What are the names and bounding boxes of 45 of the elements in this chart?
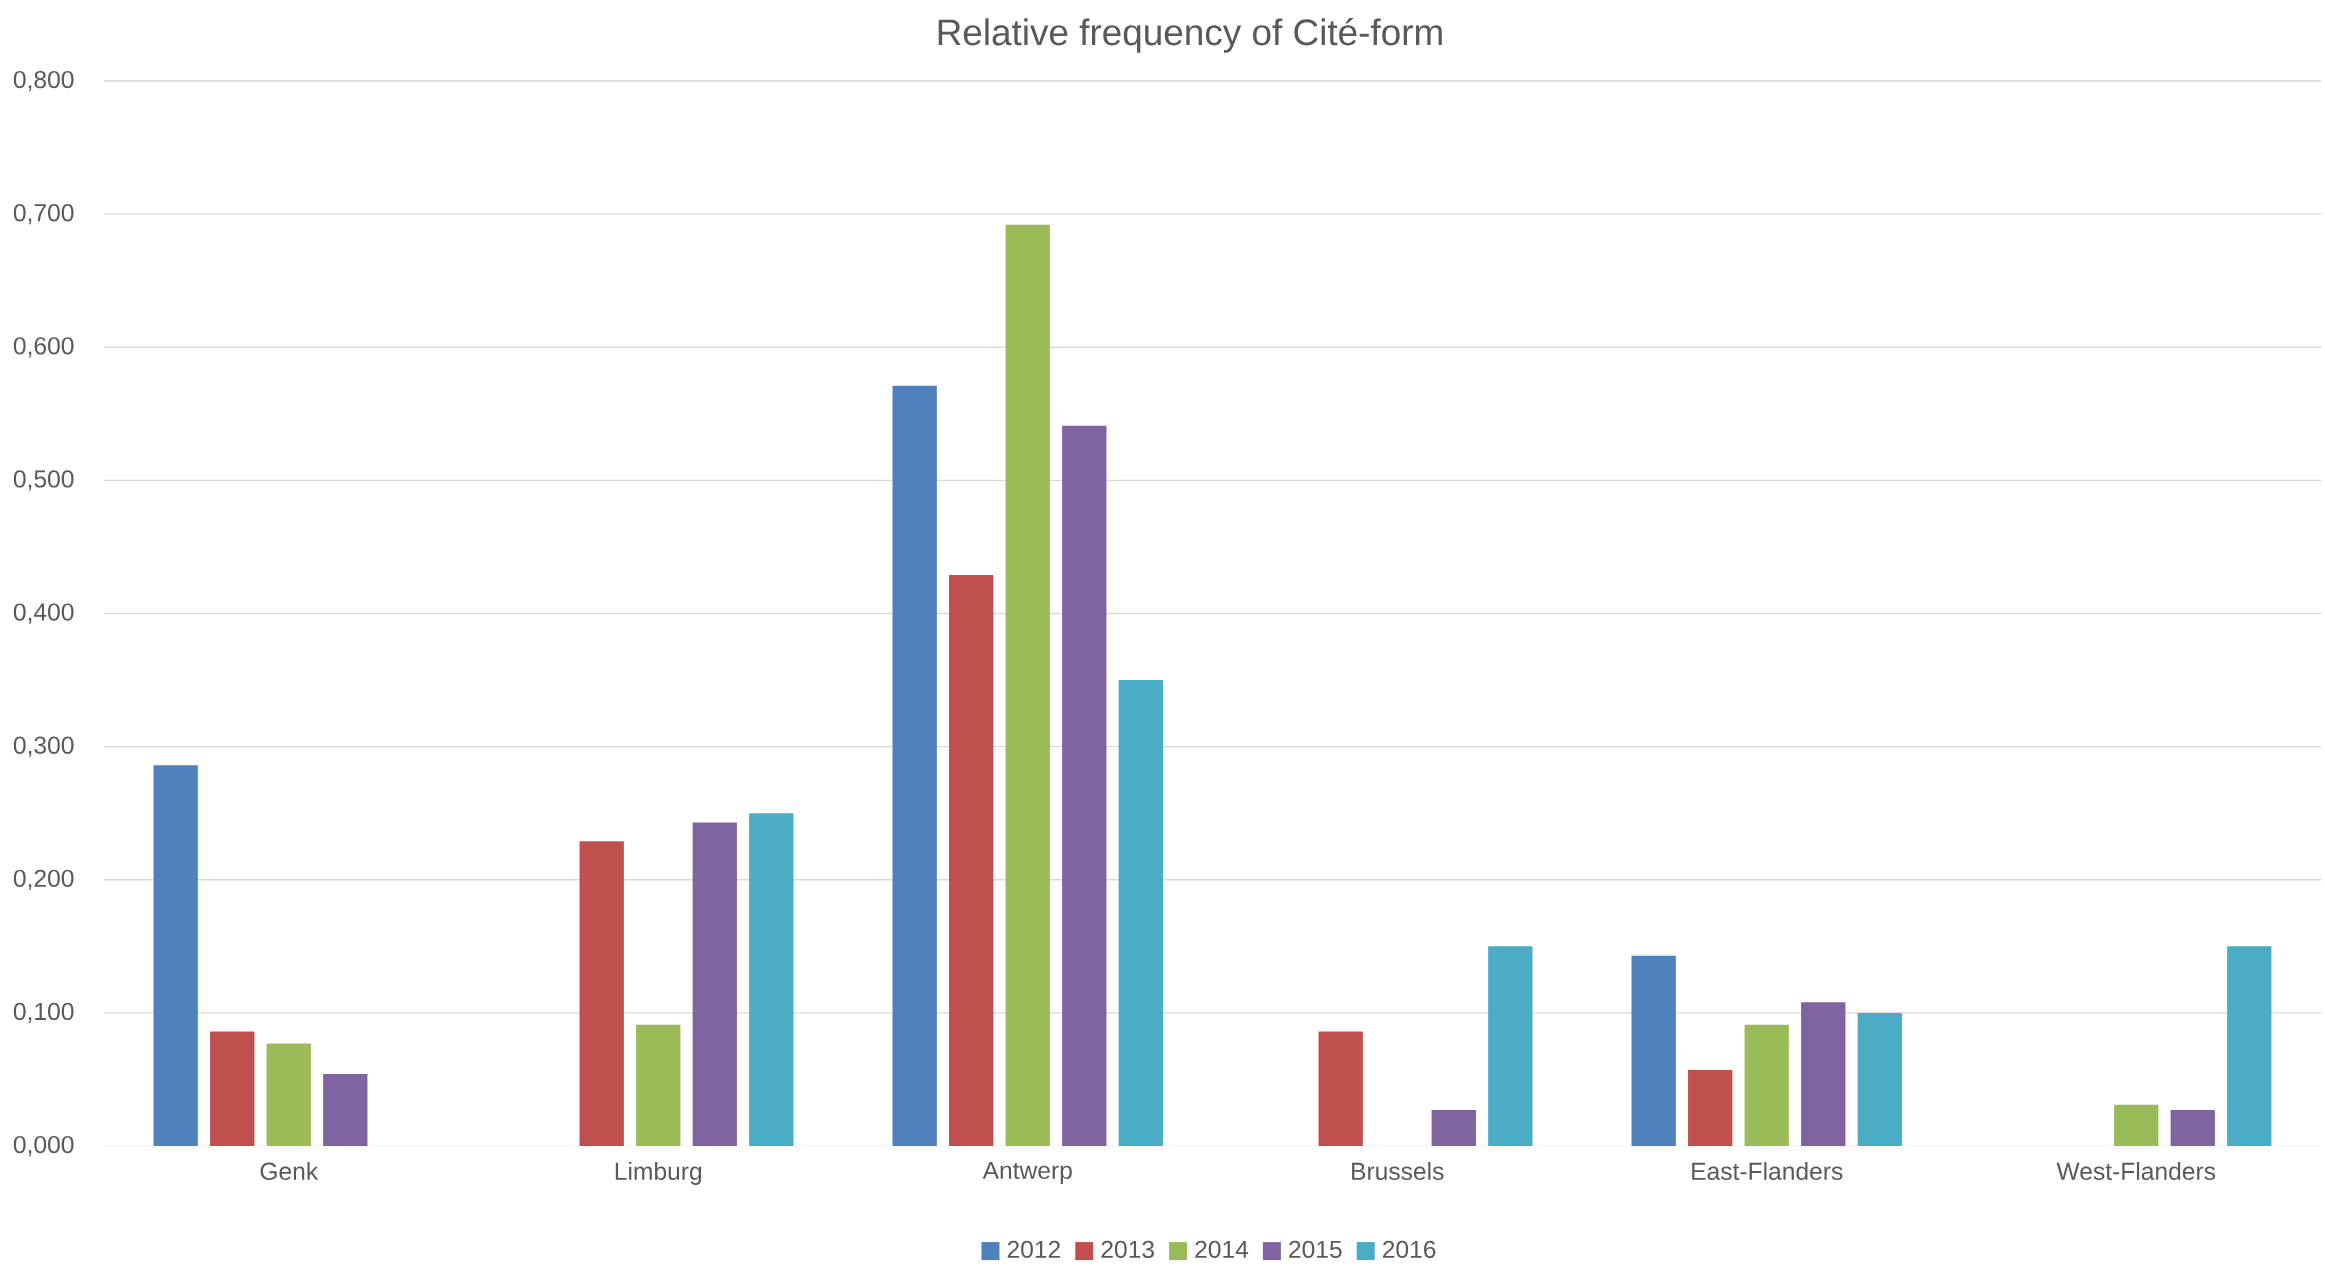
x-tick-label: Genk [260,1162,319,1181]
bar [1688,1070,1733,1147]
legend-label: 2016 [1382,1240,1436,1259]
bar [949,575,994,1147]
bar [1631,955,1676,1147]
legend-label: 2012 [1007,1240,1060,1259]
y-tick-label: 0,200 [13,869,74,891]
bar [1062,426,1107,1147]
y-tick-label: 0,000 [13,1136,74,1157]
bar [2114,1104,2159,1147]
x-tick-label: West-Flanders [2056,1162,2216,1181]
bar [1005,225,1050,1147]
bar [636,1025,681,1147]
x-tick-label: Brussels [1352,1162,1444,1181]
y-tick-label: 0,300 [13,736,74,758]
x-tick-label: Antwerp [982,1162,1072,1185]
y-tick-label: 0,600 [13,337,74,358]
bar [153,765,198,1147]
bar [1801,1002,1846,1147]
x-tick-label: Limburg [615,1162,702,1186]
bar [323,1074,368,1147]
bar [1431,1110,1476,1147]
y-tick-label: 0,700 [13,204,74,225]
bar [892,386,937,1147]
bar [1857,1013,1902,1147]
chart-title: Relative frequency of Cité-form [938,18,1442,53]
x-tick-label: East-Flanders [1692,1162,1843,1181]
legend-label: 2015 [1289,1240,1342,1259]
bar [2227,946,2272,1147]
legend-label: 2014 [1195,1240,1249,1259]
bar [210,1031,255,1147]
bar [266,1043,311,1147]
bar [1488,946,1533,1147]
y-tick-label: 0,100 [13,1002,74,1024]
bar [1118,680,1163,1147]
legend-label: 2013 [1101,1240,1154,1259]
bar [1318,1031,1363,1147]
bar [2170,1110,2215,1147]
bar [692,822,737,1147]
bar [579,841,624,1147]
y-tick-label: 0,400 [13,603,74,624]
y-tick-label: 0,800 [13,71,74,92]
y-tick-label: 0,500 [13,470,74,491]
bar [749,813,794,1147]
bar [1744,1025,1789,1147]
